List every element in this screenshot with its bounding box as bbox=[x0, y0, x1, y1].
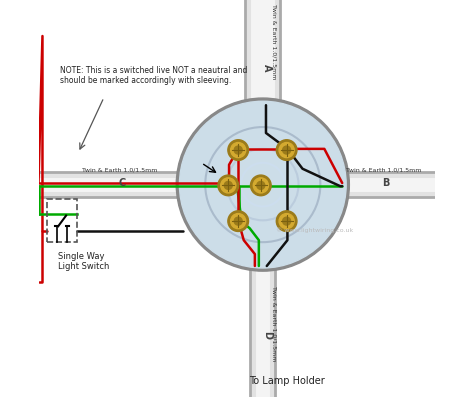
Circle shape bbox=[228, 211, 248, 231]
Circle shape bbox=[183, 105, 342, 264]
Circle shape bbox=[228, 140, 248, 160]
Circle shape bbox=[234, 146, 242, 154]
Circle shape bbox=[234, 217, 242, 225]
Circle shape bbox=[257, 181, 265, 189]
Circle shape bbox=[176, 98, 349, 271]
Text: D: D bbox=[262, 331, 272, 339]
Text: Twin & Earth 1.0/1.5mm: Twin & Earth 1.0/1.5mm bbox=[346, 168, 421, 173]
Bar bbox=[47, 198, 77, 242]
Circle shape bbox=[224, 181, 232, 189]
Text: Twin & Earth 1.0/1.5mm: Twin & Earth 1.0/1.5mm bbox=[272, 286, 276, 361]
Circle shape bbox=[218, 175, 238, 196]
Text: © www.lightwiring.co.uk: © www.lightwiring.co.uk bbox=[276, 227, 353, 233]
Text: Twin & Earth 1.0/1.5mm: Twin & Earth 1.0/1.5mm bbox=[82, 168, 157, 173]
Circle shape bbox=[250, 175, 271, 196]
Text: Twin & Earth 1.0/1.5mm: Twin & Earth 1.0/1.5mm bbox=[272, 4, 276, 79]
Text: B: B bbox=[382, 177, 390, 188]
Text: To Lamp Holder: To Lamp Holder bbox=[249, 376, 325, 386]
Circle shape bbox=[279, 214, 294, 229]
Text: NOTE: This is a switched live NOT a neautral and
should be marked accordingly wi: NOTE: This is a switched live NOT a neau… bbox=[60, 66, 248, 85]
Text: Single Way
Light Switch: Single Way Light Switch bbox=[58, 252, 109, 272]
Circle shape bbox=[276, 140, 297, 160]
Circle shape bbox=[231, 214, 246, 229]
Circle shape bbox=[221, 178, 236, 193]
Circle shape bbox=[283, 217, 291, 225]
Circle shape bbox=[253, 178, 268, 193]
Circle shape bbox=[276, 211, 297, 231]
Text: A: A bbox=[262, 64, 272, 71]
Circle shape bbox=[180, 101, 346, 268]
Text: C: C bbox=[118, 178, 126, 189]
Circle shape bbox=[279, 143, 294, 158]
Circle shape bbox=[283, 146, 291, 154]
Circle shape bbox=[231, 143, 246, 158]
